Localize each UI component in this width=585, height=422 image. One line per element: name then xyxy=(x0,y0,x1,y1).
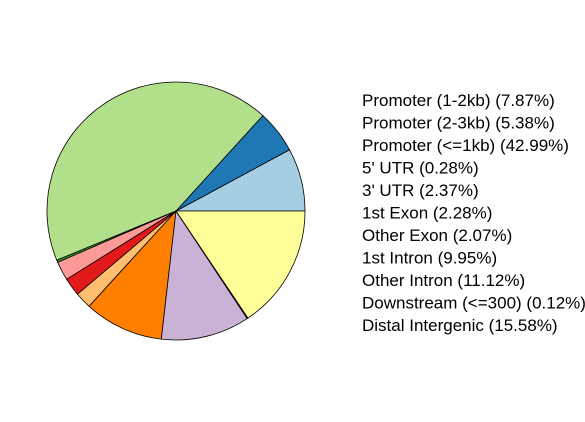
pie-slice-8 xyxy=(160,209,248,341)
pie-slice-10 xyxy=(175,210,306,319)
legend-item-1: Promoter (2-3kb) (5.38%) xyxy=(362,114,555,133)
legend-item-5: 1st Exon (2.28%) xyxy=(362,204,492,223)
legend-item-10: Distal Intergenic (15.58%) xyxy=(362,316,558,335)
legend-item-2: Promoter (<=1kb) (42.99%) xyxy=(362,136,569,155)
legend: Promoter (1-2kb) (7.87%) Promoter (2-3kb)… xyxy=(362,91,585,335)
legend-item-7: 1st Intron (9.95%) xyxy=(362,249,497,268)
pie-slices xyxy=(46,81,306,341)
legend-item-6: Other Exon (2.07%) xyxy=(362,226,512,245)
legend-item-0: Promoter (1-2kb) (7.87%) xyxy=(362,91,555,110)
legend-item-9: Downstream (<=300) (0.12%) xyxy=(362,294,585,313)
legend-item-8: Other Intron (11.12%) xyxy=(362,271,525,290)
legend-item-4: 3' UTR (2.37%) xyxy=(362,181,479,200)
legend-item-3: 5' UTR (0.28%) xyxy=(362,159,479,178)
pie-slice-2 xyxy=(46,81,264,261)
pie-slice-7 xyxy=(88,209,177,340)
